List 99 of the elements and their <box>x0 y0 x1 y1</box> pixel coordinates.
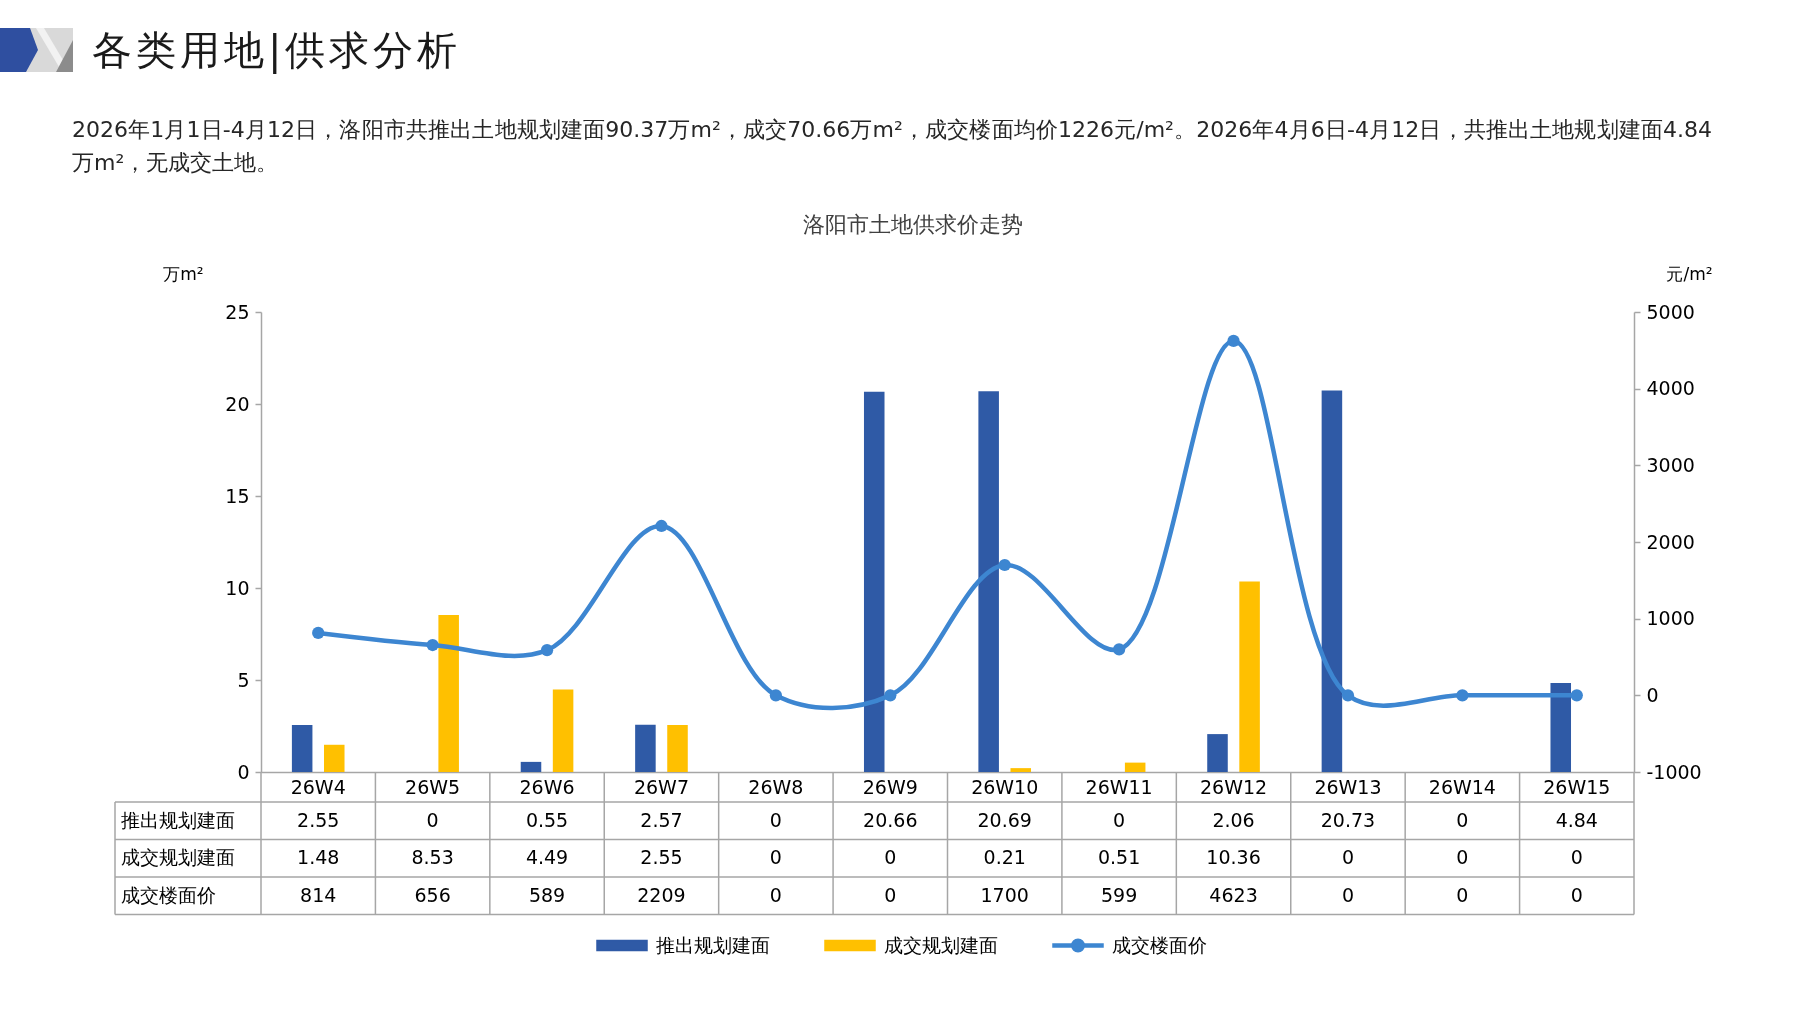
data-label: 1700 <box>980 883 1029 906</box>
x-tick-label: 26W10 <box>971 775 1039 798</box>
data-label: 2.55 <box>640 846 683 869</box>
data-label: 0.21 <box>983 846 1026 869</box>
text: 推出规划建面 <box>121 808 235 831</box>
x-tick-label: 26W9 <box>862 775 918 798</box>
data-label: 656 <box>414 883 451 906</box>
data-label: 0 <box>1570 846 1583 869</box>
y2-tick-label: 1000 <box>1646 607 1695 630</box>
data-label: 20.66 <box>863 808 918 831</box>
data-label: 2.55 <box>297 808 340 831</box>
point <box>426 638 439 652</box>
data-label: 0 <box>1456 883 1469 906</box>
y-axis-title: 万m² <box>163 263 204 284</box>
bar <box>1550 682 1572 772</box>
data-label: 20.73 <box>1320 808 1376 831</box>
x-tick-label: 26W4 <box>290 775 346 798</box>
bar <box>863 391 885 772</box>
bar <box>635 724 656 772</box>
point <box>655 519 668 533</box>
x-tick-label: 26W14 <box>1428 775 1496 798</box>
x-tick-label: 26W7 <box>633 775 689 798</box>
y-tick-label: 10 <box>225 576 250 599</box>
x-tick-label: 26W5 <box>405 775 461 798</box>
chart-title: 洛阳市土地供求价走势 <box>803 212 1024 237</box>
data-label: 0 <box>884 883 897 906</box>
y-tick-label: 25 <box>225 300 250 323</box>
point <box>884 689 897 702</box>
data-label: 0 <box>1341 846 1355 869</box>
y-tick-label: 15 <box>225 484 250 507</box>
x-tick-label: 26W12 <box>1199 775 1268 798</box>
data-label: 0 <box>769 883 782 906</box>
data-label: 4.84 <box>1555 808 1598 831</box>
data-label: 4623 <box>1209 883 1258 906</box>
bar <box>667 725 688 772</box>
text: 成交楼面价 <box>121 883 216 906</box>
bar <box>323 744 345 772</box>
point <box>1227 334 1240 348</box>
point <box>1456 689 1469 702</box>
y2-tick-label: 2000 <box>1646 530 1695 553</box>
data-label: 8.53 <box>411 846 454 869</box>
point <box>769 689 782 702</box>
y-tick-label: 0 <box>237 760 250 783</box>
bar <box>438 615 459 772</box>
data-label: 2.06 <box>1212 808 1255 831</box>
data-label: 4.49 <box>525 846 569 869</box>
data-label: 0 <box>1456 846 1469 869</box>
data-label: 10.36 <box>1206 846 1261 869</box>
bar <box>520 761 542 772</box>
data-label: 0.55 <box>525 808 569 831</box>
bar <box>1124 762 1146 772</box>
bar <box>978 391 999 772</box>
x-tick-label: 26W8 <box>748 775 804 798</box>
data-label: 0 <box>884 846 897 869</box>
legend-label: 成交楼面价 <box>1112 933 1207 956</box>
x-tick-label: 26W13 <box>1314 775 1382 798</box>
bar <box>1321 390 1343 772</box>
x-tick-label: 26W11 <box>1085 775 1153 798</box>
y-tick-label: 20 <box>225 392 250 415</box>
data-label: 2209 <box>637 883 686 906</box>
bar <box>1010 768 1032 772</box>
point <box>1570 689 1583 702</box>
y2-tick-label: 4000 <box>1646 377 1695 400</box>
text: 2026年1月1日-4月12日，洛阳市共推出土地规划建面90.37万m²，成交70.66万m²，成交楼面均价1226元/m²。2026年4月6日-4月12日，共推出土地规划建面4.84万m²，无成交土地。 <box>72 116 1713 177</box>
point <box>540 644 554 657</box>
bar <box>291 725 313 772</box>
y2-tick-label: 5000 <box>1646 300 1695 323</box>
point <box>312 626 325 640</box>
data-label: 2.57 <box>640 808 683 831</box>
data-label: 599 <box>1100 883 1138 906</box>
data-label: 20.69 <box>977 808 1032 831</box>
y2-tick-label: 0 <box>1646 683 1659 706</box>
data-label: 0 <box>1456 808 1469 831</box>
point <box>1341 689 1355 702</box>
x-tick-label: 26W15 <box>1543 775 1611 798</box>
point <box>998 558 1011 572</box>
y2-axis-title: 元/m² <box>1666 263 1713 284</box>
text: 成交规划建面 <box>121 846 235 869</box>
data-label: 0 <box>1341 883 1355 906</box>
bar <box>552 689 574 772</box>
text: 各类用地|供求分析 <box>92 26 462 76</box>
y2-tick-label: 3000 <box>1646 453 1695 476</box>
data-label: 1.48 <box>297 846 340 869</box>
legend-label: 推出规划建面 <box>656 933 770 956</box>
point <box>1113 643 1126 656</box>
legend-label: 成交规划建面 <box>884 933 998 956</box>
bar <box>1239 581 1260 772</box>
data-label: 0 <box>769 846 782 869</box>
bar <box>1207 734 1228 772</box>
data-label: 0.51 <box>1097 846 1141 869</box>
data-label: 589 <box>528 883 566 906</box>
data-label: 0 <box>769 808 782 831</box>
data-label: 0 <box>1570 883 1583 906</box>
x-tick-label: 26W6 <box>519 775 575 798</box>
y-tick-label: 5 <box>237 668 250 691</box>
data-label: 0 <box>426 808 439 831</box>
data-label: 0 <box>1113 808 1126 831</box>
data-label: 814 <box>300 883 337 906</box>
y2-tick-label: -1000 <box>1646 760 1702 783</box>
